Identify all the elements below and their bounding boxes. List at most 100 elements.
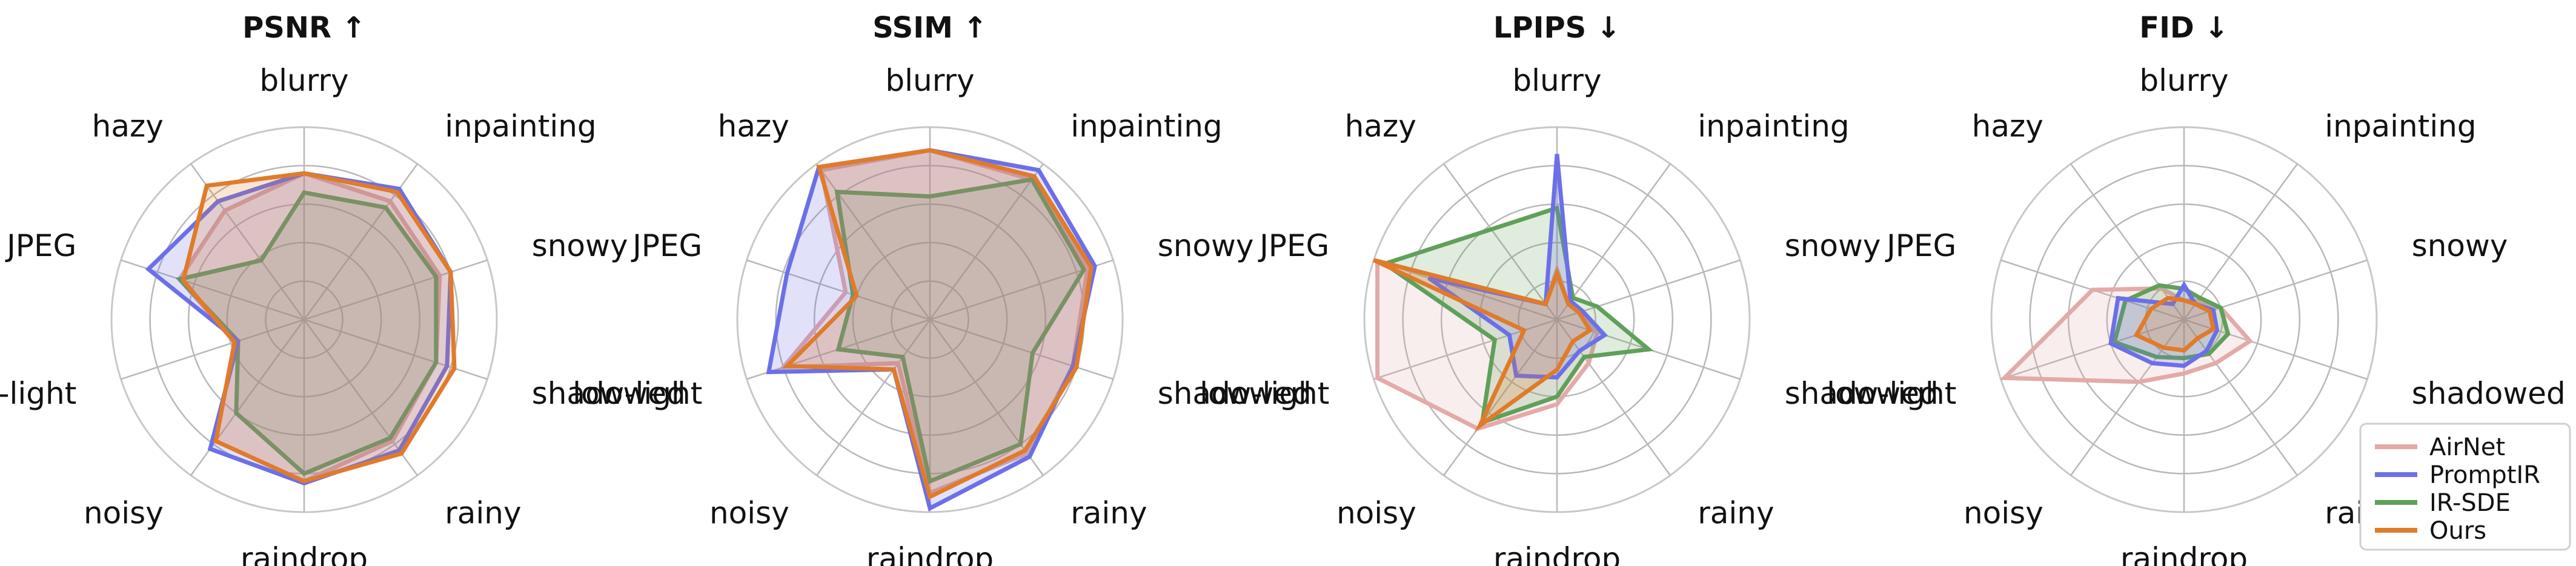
axis-label-jpeg: JPEG — [631, 228, 702, 263]
category-labels: blurry inpainting snowy shadowed rainy raindr… — [0, 63, 686, 566]
category-labels: blurry inpainting snowy shadowed rainy raindr… — [1200, 63, 1939, 566]
radar-panel-fid: blurryinpaintingsnowyshadowedrainyraindr… — [1827, 11, 2566, 566]
legend-entry-ir-sde: IR-SDE — [2375, 489, 2511, 517]
axis-label-snowy: snowy — [1785, 228, 1881, 263]
spoke — [2183, 319, 2298, 476]
chart-title: FID ↓ — [2139, 11, 2228, 45]
legend-entry-airnet: AirNet — [2375, 433, 2505, 461]
axis-label-low-light: low-light — [1200, 376, 1329, 411]
series-line-ours — [2133, 295, 2216, 353]
spoke — [2070, 319, 2185, 476]
spoke — [304, 318, 488, 380]
series-line-ir-sde — [2111, 283, 2231, 361]
axis-label-snowy: snowy — [2412, 228, 2508, 263]
axis-label-shadowed: shadowed — [1158, 376, 1312, 411]
spoke — [121, 318, 305, 380]
spoke — [929, 318, 1114, 380]
series-fill-ours — [183, 173, 454, 482]
axis-label-rainy: rainy — [1071, 496, 1147, 531]
radar-panel-ssim: blurry inpainting snowy shadowed rainy raindr… — [573, 11, 1312, 566]
spoke — [929, 163, 1044, 320]
series-fill-airnet — [1377, 261, 1598, 429]
axis-label-blurry: blurry — [885, 63, 974, 98]
axis-label-jpeg: JPEG — [5, 228, 76, 263]
spoke — [2000, 318, 2185, 380]
series-line-ir-sde — [175, 190, 439, 476]
spoke — [190, 163, 305, 320]
axis-label-raindrop: raindrop — [241, 541, 368, 566]
axis-label-noisy: noisy — [84, 496, 164, 531]
axis-label-raindrop: raindrop — [2120, 541, 2248, 566]
axis-label-noisy: noisy — [709, 496, 789, 531]
axis-label-blurry: blurry — [259, 63, 348, 98]
axis-label-inpainting: inpainting — [445, 108, 596, 143]
spoke — [2183, 163, 2298, 320]
axis-label-shadowed: shadowed — [1785, 376, 1939, 411]
axis-label-hazy: hazy — [1345, 108, 1416, 143]
axis-label-hazy: hazy — [92, 108, 164, 143]
axis-label-snowy: snowy — [532, 228, 628, 263]
axis-label-shadowed: shadowed — [2412, 376, 2566, 411]
series-layer — [1999, 280, 2254, 384]
series-fill-ir-sde — [837, 179, 1084, 482]
radar-panels: blurry inpainting snowy shadowed rainy raindr… — [0, 11, 2566, 566]
spoke — [1556, 163, 1671, 320]
chart-title: SSIM ↑ — [872, 11, 988, 45]
series-fill-airnet — [179, 173, 440, 482]
series-fill-ir-sde — [179, 193, 436, 474]
series-layer — [1373, 154, 1654, 432]
category-labels: blurryinpaintingsnowyshadowedrainyraindr… — [1827, 63, 2566, 566]
axis-label-rainy: rainy — [445, 496, 521, 531]
axis-label-noisy: noisy — [1336, 496, 1416, 531]
spoke — [1556, 259, 1741, 321]
chart-title: LPIPS ↓ — [1493, 11, 1621, 45]
series-line-ours — [782, 148, 1094, 500]
axis-label-hazy: hazy — [718, 108, 789, 143]
series-line-ir-sde — [1379, 205, 1654, 426]
axis-label-inpainting: inpainting — [2325, 108, 2476, 143]
legend-label: Ours — [2429, 517, 2486, 545]
radar-panel-psnr: blurry inpainting snowy shadowed rainy raindr… — [0, 11, 686, 566]
grid — [736, 126, 1124, 513]
series-line-ours — [1373, 258, 1593, 432]
series-line-promptir — [1427, 154, 1608, 380]
axis-label-blurry: blurry — [2139, 63, 2228, 98]
series-layer — [766, 148, 1097, 512]
spoke — [816, 319, 931, 476]
spoke — [2070, 163, 2185, 320]
axis-label-snowy: snowy — [1158, 228, 1254, 263]
legend-frame — [2359, 423, 2571, 551]
radar-panel-lpips: blurry inpainting snowy shadowed rainy raindr… — [1200, 11, 1939, 566]
axis-label-jpeg: JPEG — [1258, 228, 1329, 263]
spoke — [746, 259, 931, 321]
spoke — [1443, 319, 1558, 476]
series-fill-ir-sde — [1384, 208, 1649, 423]
series-fill-ours — [787, 150, 1092, 497]
axis-label-low-light: low-light — [573, 376, 702, 411]
legend-label: IR-SDE — [2429, 489, 2511, 517]
axis-label-noisy: noisy — [1964, 496, 2043, 531]
spoke — [304, 259, 488, 321]
axis-label-shadowed: shadowed — [532, 376, 686, 411]
spoke — [1556, 319, 1671, 476]
legend-entry-ours: Ours — [2375, 517, 2486, 545]
legend-label: PromptIR — [2429, 461, 2540, 489]
axis-label-blurry: blurry — [1512, 63, 1601, 98]
category-labels: blurryinpaintingsnowyshadowedrainyraindr… — [573, 63, 1312, 566]
spoke — [1443, 163, 1558, 320]
chart-title: PSNR ↑ — [242, 11, 366, 45]
series-line-ours — [181, 171, 457, 484]
series-fill-ours — [2136, 298, 2214, 350]
series-line-promptir — [766, 148, 1097, 512]
axis-label-low-light: low-light — [0, 376, 76, 411]
series-fill-promptir — [768, 150, 1095, 508]
axis-label-inpainting: inpainting — [1071, 108, 1222, 143]
axis-label-inpainting: inpainting — [1698, 108, 1849, 143]
axis-label-jpeg: JPEG — [1885, 228, 1956, 263]
axis-label-rainy: rainy — [1698, 496, 1774, 531]
series-layer — [145, 171, 457, 486]
axis-label-raindrop: raindrop — [1493, 541, 1621, 566]
legend-entry-promptir: PromptIR — [2375, 461, 2540, 489]
